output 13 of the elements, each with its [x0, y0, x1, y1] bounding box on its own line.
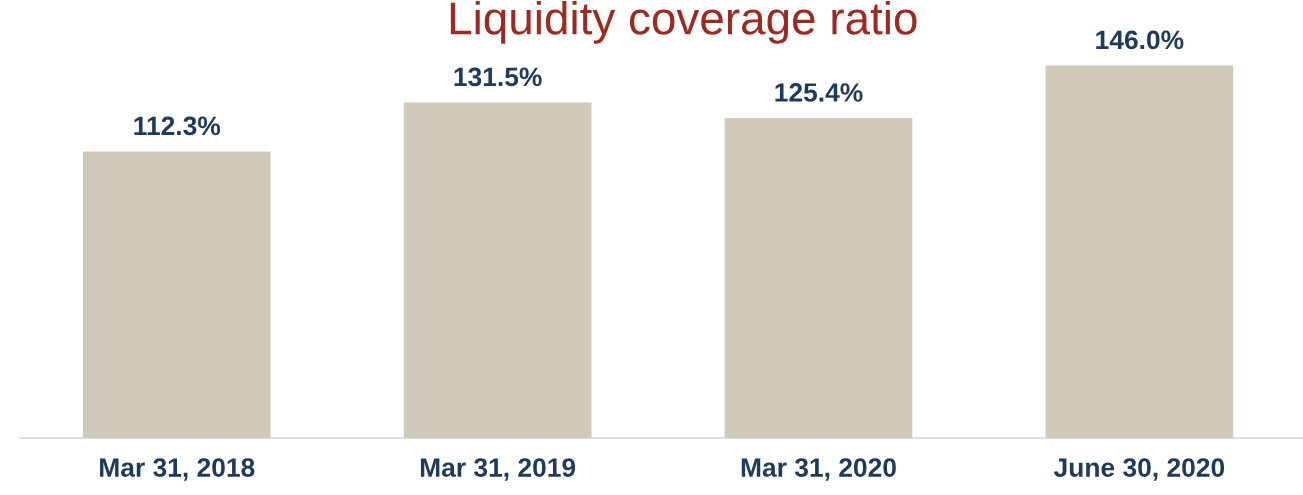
data-label: 125.4%	[775, 83, 863, 102]
x-tick-label: Mar 31, 2020	[741, 458, 896, 481]
x-tick-label: Mar 31, 2018	[100, 458, 255, 481]
bar	[403, 102, 592, 439]
data-label: 112.3%	[134, 116, 221, 136]
bar	[82, 151, 271, 439]
data-label: 131.5%	[454, 67, 542, 87]
bar	[1045, 65, 1234, 439]
bar	[724, 118, 913, 439]
chart-title: Liquidity coverage ratio	[450, 0, 917, 44]
data-label: 146.0%	[1096, 30, 1184, 50]
x-tick-label: Mar 31, 2019	[420, 458, 576, 481]
x-tick-label: June 30, 2020	[1053, 458, 1225, 481]
